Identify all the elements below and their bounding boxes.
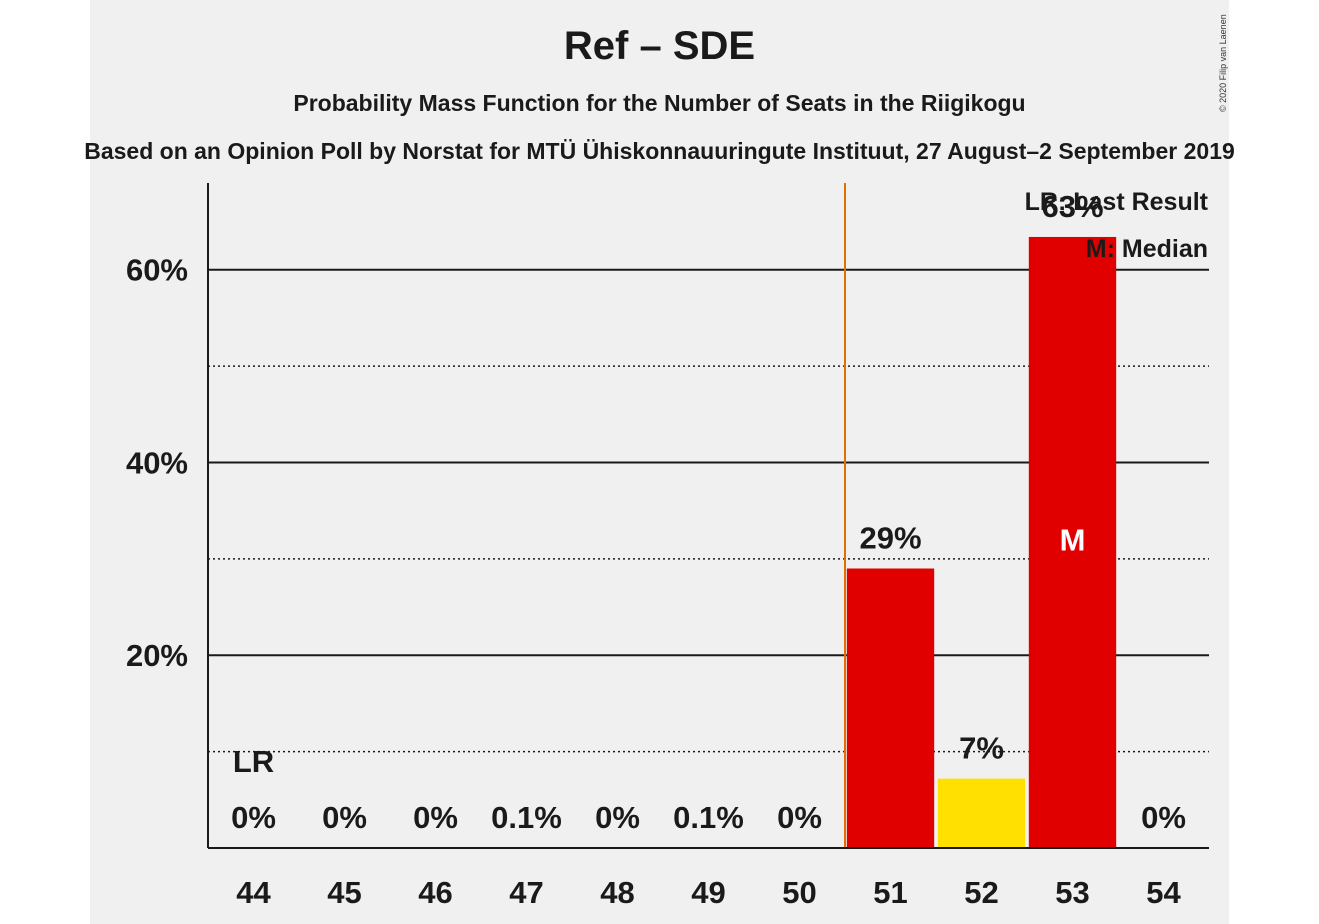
x-tick-label: 47 [509, 875, 543, 910]
data-label-51: 29% [859, 521, 921, 556]
x-tick-label: 53 [1055, 875, 1089, 910]
median-marker: M [1060, 522, 1086, 557]
data-label-44: 0% [231, 800, 276, 835]
chart-subtitle: Probability Mass Function for the Number… [293, 90, 1026, 116]
x-tick-label: 52 [964, 875, 998, 910]
x-tick-label: 54 [1146, 875, 1181, 910]
last-result-marker: LR [233, 744, 274, 779]
chart-source: Based on an Opinion Poll by Norstat for … [84, 138, 1235, 164]
x-tick-label: 46 [418, 875, 452, 910]
legend-last-result: LR: Last Result [1025, 188, 1209, 216]
y-tick-label: 40% [126, 445, 188, 480]
data-label-54: 0% [1141, 800, 1186, 835]
bar-53 [1028, 236, 1117, 848]
data-label-50: 0% [777, 800, 822, 835]
data-label-52: 7% [959, 731, 1004, 766]
legend-median: M: Median [1086, 235, 1208, 263]
data-label-46: 0% [413, 800, 458, 835]
x-tick-label: 49 [691, 875, 725, 910]
x-tick-label: 50 [782, 875, 816, 910]
x-tick-label: 48 [600, 875, 634, 910]
data-label-53: 63% [1041, 189, 1103, 224]
y-tick-label: 20% [126, 638, 188, 673]
bar-52 [937, 778, 1026, 848]
x-tick-label: 45 [327, 875, 361, 910]
chart-title: Ref – SDE [563, 24, 756, 68]
x-tick-label: 44 [236, 875, 271, 910]
bar-51 [846, 568, 935, 848]
data-label-49: 0.1% [673, 800, 744, 835]
data-label-47: 0.1% [491, 800, 562, 835]
x-tick-label: 51 [873, 875, 907, 910]
data-label-45: 0% [322, 800, 367, 835]
y-tick-label: 60% [126, 253, 188, 288]
data-label-48: 0% [595, 800, 640, 835]
